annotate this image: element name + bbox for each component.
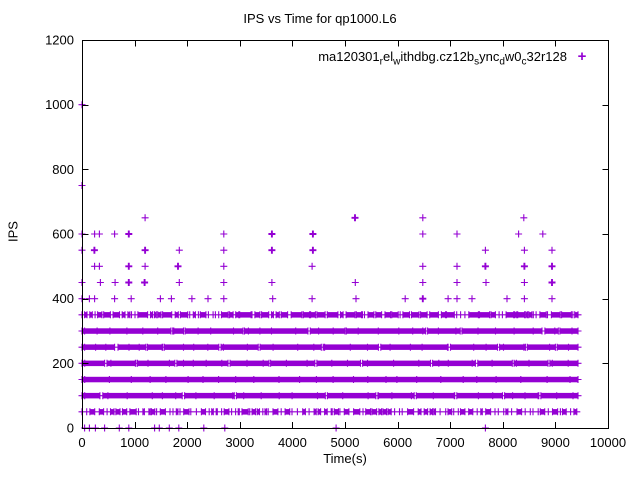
y-tick-label: 1000 (45, 97, 74, 112)
x-axis-label: Time(s) (323, 451, 367, 466)
plot-border (82, 40, 609, 429)
x-tick-label: 5000 (331, 435, 360, 450)
y-tick-label: 400 (52, 291, 74, 306)
x-tick-label: 4000 (278, 435, 307, 450)
x-tick-label: 3000 (225, 435, 254, 450)
x-tick-label: 10000 (590, 435, 626, 450)
x-tick-label: 7000 (436, 435, 465, 450)
y-tick-label: 1200 (45, 33, 74, 48)
y-tick-label: 0 (67, 421, 74, 436)
legend-entry: ma120301relwithdbg.cz12bsyncdw0c32r128 + (82, 49, 597, 68)
legend-marker-icon: + (577, 48, 587, 65)
y-tick-label: 200 (52, 356, 74, 371)
y-tick-label: 600 (52, 227, 74, 242)
x-tick-label: 1000 (120, 435, 149, 450)
axis-ticks (82, 40, 609, 429)
x-tick-label: 8000 (488, 435, 517, 450)
x-tick-label: 6000 (383, 435, 412, 450)
x-tick-label: 0 (78, 435, 85, 450)
y-tick-label: 800 (52, 162, 74, 177)
chart-title: IPS vs Time for qp1000.L6 (243, 11, 397, 26)
x-tick-label: 9000 (541, 435, 570, 450)
x-tick-label: 2000 (173, 435, 202, 450)
legend-label: ma120301relwithdbg.cz12bsyncdw0c32r128 (318, 49, 567, 68)
